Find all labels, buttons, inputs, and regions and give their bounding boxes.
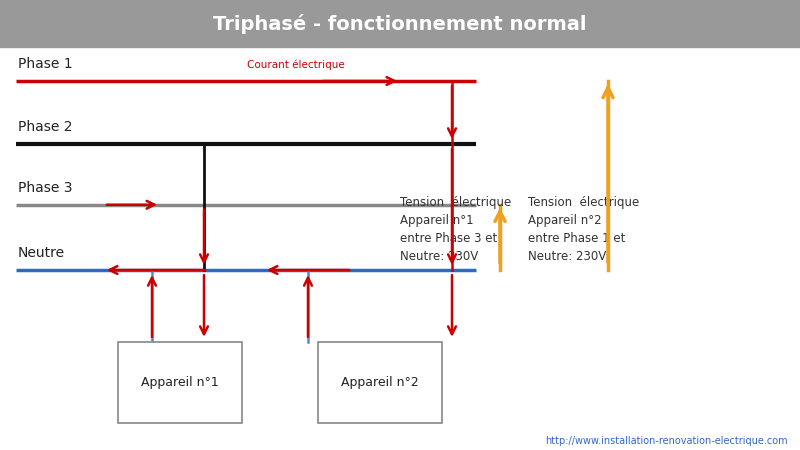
Text: Tension  électrique
Appareil n°2
entre Phase 1 et
Neutre: 230V: Tension électrique Appareil n°2 entre Ph… <box>528 196 639 263</box>
Bar <box>318 342 442 423</box>
Bar <box>0 0 800 47</box>
Text: Appareil n°1: Appareil n°1 <box>141 376 219 389</box>
Bar <box>118 342 242 423</box>
Text: Neutre: Neutre <box>18 246 65 260</box>
Text: Phase 2: Phase 2 <box>18 120 72 134</box>
Text: Phase 1: Phase 1 <box>18 57 72 71</box>
Text: Triphasé - fonctionnement normal: Triphasé - fonctionnement normal <box>214 14 586 34</box>
Text: http://www.installation-renovation-electrique.com: http://www.installation-renovation-elect… <box>546 436 788 446</box>
Text: Tension  électrique
Appareil n°1
entre Phase 3 et
Neutre: 230V: Tension électrique Appareil n°1 entre Ph… <box>400 196 511 263</box>
Text: Appareil n°2: Appareil n°2 <box>341 376 419 389</box>
Text: Courant électrique: Courant électrique <box>247 59 345 70</box>
Text: Phase 3: Phase 3 <box>18 181 72 195</box>
